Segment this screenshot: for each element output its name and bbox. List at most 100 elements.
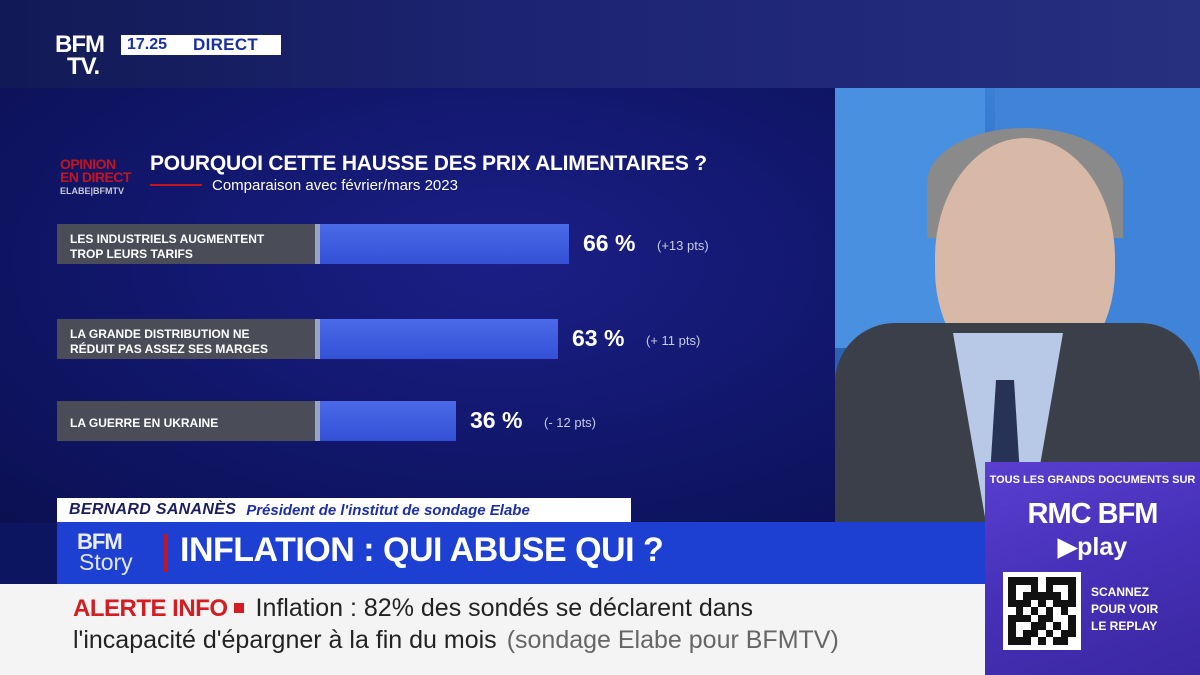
bar-delta-label: (- 12 pts) <box>544 415 597 430</box>
bar-delta-label: (+ 11 pts) <box>646 333 701 348</box>
story-logo-line1: BFM <box>77 529 123 554</box>
bfmtv-logo-line2: TV. <box>67 53 100 80</box>
qr-cell <box>1068 584 1076 593</box>
poll-logo-line1: OPINION <box>60 156 116 172</box>
qr-cell <box>1015 614 1024 623</box>
qr-code-pattern <box>1008 577 1076 645</box>
qr-cell <box>1015 599 1024 608</box>
qr-cell <box>1060 637 1069 645</box>
qr-cell <box>1060 599 1069 608</box>
qr-cell <box>1008 599 1016 608</box>
qr-cell <box>1015 622 1024 630</box>
ticker-line-2: l'incapacité d'épargner à la fin du mois… <box>73 626 839 655</box>
qr-cell <box>1030 584 1039 593</box>
ticker-text-1: Inflation : 82% des sondés se déclarent … <box>255 594 754 622</box>
qr-cell <box>1045 607 1054 615</box>
bar-delta-label: (+13 pts) <box>657 238 709 253</box>
qr-cell <box>1015 607 1024 615</box>
story-title: INFLATION : QUI ABUSE QUI ? <box>180 531 664 569</box>
clock-time: 17.25 <box>127 36 168 53</box>
qr-cell <box>1053 637 1061 645</box>
scan-line-1: SCANNEZ <box>1091 585 1150 599</box>
qr-cell <box>1060 592 1069 600</box>
story-separator <box>164 534 168 572</box>
qr-cell <box>1023 584 1031 593</box>
qr-cell <box>1030 599 1039 608</box>
qr-cell <box>1038 607 1046 615</box>
qr-cell <box>1008 637 1016 645</box>
bar-category-line: LA GRANDE DISTRIBUTION NE <box>70 326 250 341</box>
bar-value-label: 66 % <box>583 230 636 256</box>
qr-cell <box>1060 622 1069 630</box>
qr-cell <box>1060 577 1069 585</box>
qr-cell <box>1008 629 1016 638</box>
qr-cell <box>1068 599 1076 608</box>
promo-brand: RMC BFM <box>1027 498 1159 530</box>
bar <box>320 319 558 359</box>
qr-cell <box>1038 629 1046 638</box>
qr-cell <box>1038 584 1046 593</box>
bar-category-line: LES INDUSTRIELS AUGMENTENT <box>70 231 265 246</box>
qr-cell <box>1030 637 1039 645</box>
qr-cell <box>1038 637 1046 645</box>
qr-cell <box>1053 629 1061 638</box>
qr-cell <box>1030 622 1039 630</box>
qr-cell <box>1045 637 1054 645</box>
qr-cell <box>1030 629 1039 638</box>
qr-cell <box>1023 629 1031 638</box>
qr-cell <box>1023 607 1031 615</box>
qr-cell <box>1068 637 1076 645</box>
chart-panel: OPINION EN DIRECT ELABE|BFMTV POURQUOI C… <box>0 88 835 523</box>
qr-cell <box>1015 592 1024 600</box>
alert-label: ALERTE INFO <box>73 595 228 622</box>
bar-value-label: 36 % <box>470 407 523 433</box>
qr-cell <box>1008 622 1016 630</box>
bar-value-label: 63 % <box>572 325 625 351</box>
qr-cell <box>1045 592 1054 600</box>
qr-cell <box>1030 614 1039 623</box>
bfmtv-logo-line1: BFM <box>55 31 105 58</box>
story-logo-line2: Story <box>79 549 133 575</box>
qr-cell <box>1068 614 1076 623</box>
qr-cell <box>1060 584 1069 593</box>
qr-cell <box>1008 577 1016 585</box>
bar-separator <box>315 319 320 359</box>
scan-line-3: LE REPLAY <box>1091 619 1158 633</box>
promo-top-text: TOUS LES GRANDS DOCUMENTS SUR <box>989 474 1196 486</box>
live-clock-badge: 17.25 DIRECT <box>121 35 281 55</box>
bar-separator <box>315 224 320 264</box>
bfmtv-logo: BFM TV. <box>55 33 121 83</box>
news-ticker: ALERTE INFO Inflation : 82% des sondés se… <box>0 584 985 675</box>
guest-name: BERNARD SANANÈS <box>69 501 237 518</box>
opinion-en-direct-logo: OPINION EN DIRECT ELABE|BFMTV <box>60 156 140 200</box>
qr-cell <box>1053 599 1061 608</box>
qr-cell <box>1060 614 1069 623</box>
qr-cell <box>1030 607 1039 615</box>
qr-cell <box>1008 607 1016 615</box>
qr-cell <box>1053 607 1061 615</box>
alert-square-icon <box>233 602 244 613</box>
qr-cell <box>1015 584 1024 593</box>
chart-title: POURQUOI CETTE HAUSSE DES PRIX ALIMENTAI… <box>150 152 707 175</box>
bar <box>320 224 569 264</box>
qr-cell <box>1023 622 1031 630</box>
promo-scan-text: SCANNEZ POUR VOIR LE REPLAY <box>1091 584 1158 635</box>
qr-cell <box>1038 622 1046 630</box>
bar-category-label: LES INDUSTRIELS AUGMENTENT TROP LEURS TAR… <box>57 224 315 264</box>
qr-cell <box>1068 622 1076 630</box>
qr-code-icon[interactable] <box>1003 572 1081 650</box>
title-underline <box>150 184 202 186</box>
qr-cell <box>1060 629 1069 638</box>
story-banner: BFM Story INFLATION : QUI ABUSE QUI ? <box>57 522 985 584</box>
poll-logo-line3: ELABE|BFMTV <box>60 186 125 196</box>
qr-cell <box>1045 614 1054 623</box>
rmc-bfm-play-promo: TOUS LES GRANDS DOCUMENTS SUR RMC BFM ▶p… <box>985 462 1200 675</box>
bar-separator <box>315 401 320 441</box>
qr-cell <box>1068 592 1076 600</box>
qr-cell <box>1038 614 1046 623</box>
qr-cell <box>1053 622 1061 630</box>
scan-line-2: POUR VOIR <box>1091 602 1159 616</box>
qr-cell <box>1015 577 1024 585</box>
bar-category-label: LA GUERRE EN UKRAINE <box>57 401 315 441</box>
qr-cell <box>1008 614 1016 623</box>
